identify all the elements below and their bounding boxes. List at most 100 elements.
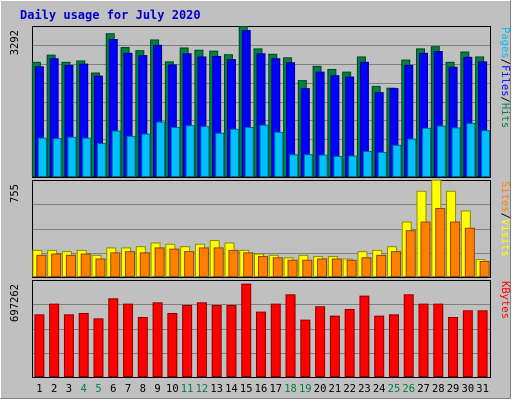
bar-kbytes-day-7 [123, 303, 134, 377]
bar-sites-day-6 [110, 252, 121, 278]
panel-legend: KBytes [499, 281, 511, 319]
bar-sites-day-11 [184, 251, 195, 277]
bar-pages-day-4 [82, 137, 92, 178]
day-label-31: 31 [476, 383, 489, 395]
legend-entry: / [499, 213, 511, 219]
day-label-1: 1 [36, 383, 42, 395]
bar-sites-day-24 [376, 254, 387, 278]
bar-kbytes-day-23 [359, 295, 370, 378]
bar-pages-day-5 [96, 143, 106, 178]
legend-entry: Visits [499, 219, 511, 257]
bar-sites-day-23 [361, 257, 372, 277]
legend-entry: / [499, 97, 511, 103]
bar-kbytes-day-5 [93, 318, 104, 377]
day-label-5: 5 [95, 383, 101, 395]
bar-pages-day-12 [200, 126, 210, 177]
bar-pages-day-22 [348, 155, 358, 178]
bar-kbytes-day-16 [256, 311, 266, 378]
panel-frame [32, 280, 491, 378]
panel-frame [32, 180, 491, 278]
day-label-20: 20 [314, 383, 327, 395]
bar-sites-day-14 [228, 249, 239, 278]
legend-entry: Sites [499, 181, 511, 213]
bar-kbytes-day-1 [34, 314, 45, 378]
bar-sites-day-18 [287, 259, 298, 278]
bar-kbytes-day-8 [137, 316, 148, 378]
day-label-19: 19 [299, 383, 312, 395]
bar-kbytes-day-28 [433, 303, 444, 377]
bar-kbytes-day-2 [49, 303, 60, 377]
day-label-4: 4 [81, 383, 87, 395]
day-label-26: 26 [402, 383, 415, 395]
day-label-15: 15 [240, 383, 253, 395]
bar-pages-day-6 [111, 130, 121, 178]
bar-pages-day-7 [126, 135, 136, 178]
bar-kbytes-day-31 [477, 310, 488, 377]
bar-pages-day-20 [318, 154, 328, 177]
bar-sites-day-3 [65, 254, 76, 278]
bar-kbytes-day-17 [270, 303, 281, 377]
bar-kbytes-day-14 [226, 304, 237, 378]
bar-kbytes-day-26 [403, 294, 414, 377]
bar-sites-day-15 [243, 252, 254, 278]
day-label-2: 2 [51, 383, 57, 395]
legend-entry: / [499, 59, 511, 65]
bar-kbytes-day-24 [374, 315, 385, 377]
bar-sites-day-20 [317, 258, 328, 278]
bar-kbytes-day-30 [462, 310, 473, 377]
day-label-10: 10 [166, 383, 179, 395]
day-label-8: 8 [140, 383, 146, 395]
bar-pages-day-27 [422, 127, 432, 177]
bar-sites-day-2 [51, 253, 62, 277]
bar-sites-day-7 [125, 251, 136, 277]
bar-sites-day-1 [36, 254, 47, 278]
bar-pages-day-24 [377, 151, 387, 178]
bar-kbytes-day-10 [167, 312, 178, 377]
day-label-29: 29 [447, 383, 460, 395]
day-labels: 1 2 3 4 5 6 7 8 9 10 11 12 13 14 15 16 17 18 19 20 21 22 23 24 2… [36, 383, 489, 395]
legend-entry: Files [499, 65, 511, 97]
bar-pages-day-25 [392, 144, 402, 178]
bar-pages-day-26 [407, 138, 417, 177]
bar-pages-day-8 [141, 133, 151, 177]
legend-entry: KBytes [499, 281, 511, 319]
panel-hits_files_pages: 3292 Pages/Files/Hits [9, 26, 511, 178]
bar-pages-day-1 [37, 137, 47, 178]
bar-pages-day-9 [156, 121, 166, 177]
day-label-17: 17 [269, 383, 282, 395]
bar-sites-day-21 [331, 258, 342, 278]
bar-sites-day-12 [198, 247, 209, 278]
bar-kbytes-day-19 [300, 319, 311, 377]
bar-sites-day-31 [479, 260, 490, 277]
bar-sites-day-13 [213, 247, 224, 278]
bar-kbytes-day-20 [315, 306, 326, 377]
panel-legend: Pages/Files/Hits [499, 27, 511, 128]
day-label-6: 6 [110, 383, 116, 395]
bar-pages-day-3 [67, 136, 77, 177]
day-label-9: 9 [154, 383, 160, 395]
bar-pages-day-16 [259, 124, 269, 177]
bar-sites-day-29 [450, 221, 461, 277]
day-label-14: 14 [225, 383, 238, 395]
day-label-7: 7 [125, 383, 131, 395]
bar-kbytes-day-22 [344, 308, 355, 377]
bar-kbytes-day-3 [63, 314, 74, 378]
bar-pages-day-23 [362, 151, 372, 177]
bar-sites-day-22 [346, 259, 357, 278]
bar-kbytes-day-18 [285, 294, 296, 377]
bar-kbytes-day-25 [388, 314, 399, 378]
bar-pages-day-29 [451, 127, 461, 177]
day-label-11: 11 [181, 383, 194, 395]
bar-kbytes-day-6 [108, 298, 119, 378]
bar-pages-day-2 [52, 138, 62, 177]
bar-sites-day-26 [405, 230, 416, 277]
day-label-28: 28 [432, 383, 445, 395]
bar-pages-day-17 [274, 131, 284, 177]
bar-sites-day-27 [420, 221, 431, 277]
bar-kbytes-day-4 [78, 312, 89, 377]
bar-kbytes-day-11 [182, 304, 193, 378]
bar-sites-day-30 [464, 227, 475, 277]
